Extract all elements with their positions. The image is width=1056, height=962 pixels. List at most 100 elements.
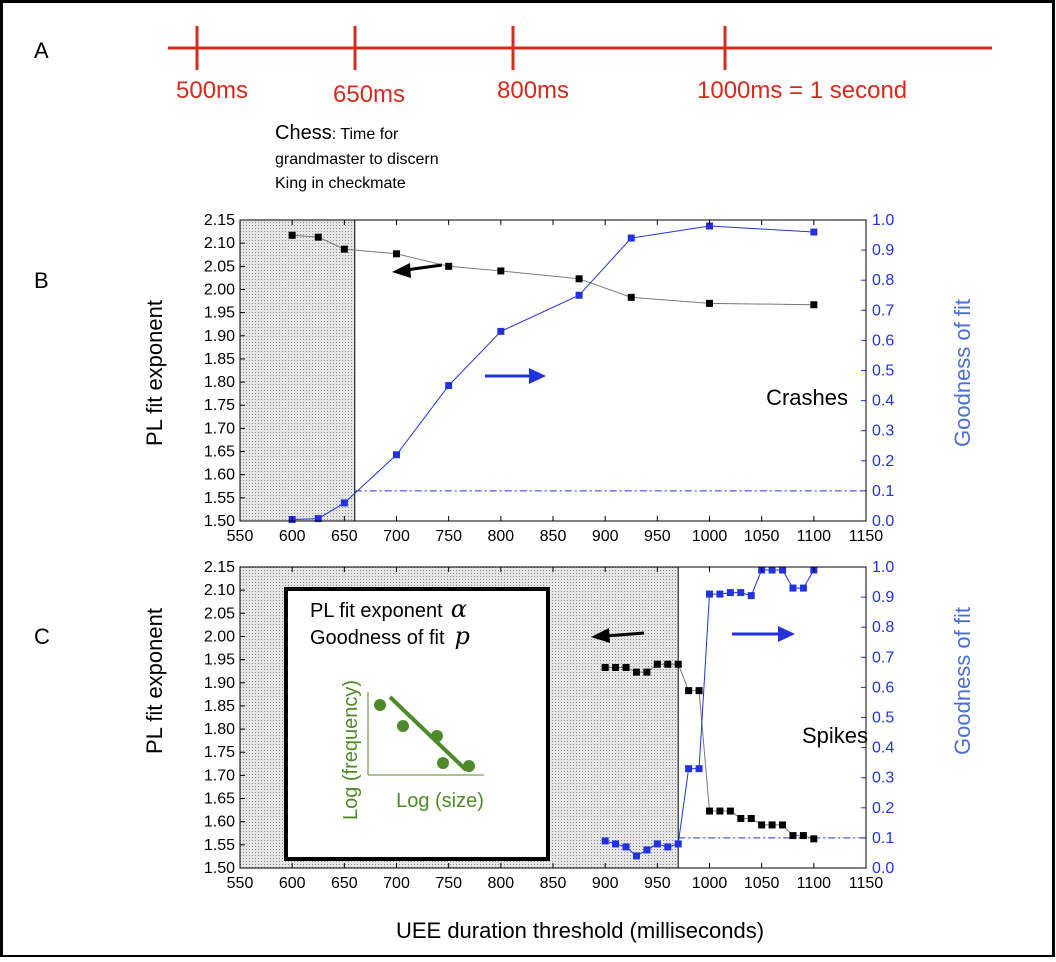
panel-c-y2-tick-label: 0.7 (872, 649, 894, 666)
inset-point (431, 730, 443, 742)
panel-b-y2-tick-label: 0.1 (872, 483, 894, 500)
panel-c-left-point (768, 821, 776, 829)
panel-c-x-tick-label: 1150 (849, 875, 884, 892)
panel-b-left-arrow (392, 263, 443, 278)
panel-c-y-tick-label: 2.10 (204, 582, 235, 599)
panel-c-right-point (737, 589, 745, 597)
panel-c-right-point (664, 843, 672, 851)
panel-c-left-point (747, 814, 755, 822)
panel-c-y2-tick-label: 0.8 (872, 619, 894, 636)
panel-c-left-point (653, 660, 661, 668)
panel-b-y-tick-label: 1.75 (204, 397, 235, 414)
panel-c-right-arrow-head (778, 626, 795, 642)
panel-c-y2-tick-label: 0.0 (872, 860, 894, 877)
inset-line1-text: PL fit exponent (310, 600, 443, 622)
panel-b-left-point (393, 250, 400, 258)
timeline-label-650: 650ms (333, 81, 405, 108)
panel-c-x-tick-label: 550 (227, 875, 254, 892)
panel-c-y-tick-label: 1.60 (204, 814, 235, 831)
panel-b-y2-tick-label: 0.4 (872, 393, 894, 410)
panel-b-y-tick-label: 1.60 (204, 467, 235, 484)
panel-b-x-tick-label: 1000 (692, 528, 728, 545)
panel-c-y-tick-label: 1.55 (204, 837, 235, 854)
panel-c-left-point (706, 807, 713, 815)
panel-b-y2-tick-label: 0.2 (872, 453, 894, 470)
panel-c-right-point (726, 589, 734, 597)
panel-c-left-point (601, 663, 609, 671)
panel-c-right-point (632, 852, 640, 860)
chess-note-lead: Chess (275, 122, 332, 144)
panel-c-x-tick-label: 900 (592, 875, 619, 892)
panel-b-x-tick-label: 1150 (849, 528, 884, 545)
chess-note-rest: : Time for (332, 126, 399, 143)
inset-point (397, 720, 409, 732)
panel-label-a: A (34, 38, 49, 63)
panel-c-right-point (653, 840, 661, 848)
panel-b-right-point (810, 228, 818, 236)
panel-c-left-point (622, 663, 630, 671)
panel-c-plot-frame (239, 566, 867, 869)
panel-c-y2-tick-label: 0.9 (872, 589, 894, 606)
panel-b-y-tick-label: 1.50 (204, 513, 235, 530)
panel-b-right-point (393, 451, 400, 459)
panel-b-x-tick-label: 750 (435, 528, 462, 545)
panel-b-y-tick-label: 2.15 (204, 212, 235, 229)
panel-c-right-point (747, 592, 755, 600)
panel-b-x-tick-label: 800 (487, 528, 514, 545)
panel-b-right-arrow (485, 368, 546, 384)
panel-b-x-tick-label: 700 (383, 528, 410, 545)
panel-b-x-tick-label: 650 (331, 528, 358, 545)
inset-point (463, 760, 475, 772)
panel-b-left-point (340, 245, 348, 253)
panel-b-x-tick-label: 950 (644, 528, 671, 545)
panel-c-left-point (716, 807, 724, 815)
inset-ylabel: Log (frequency) (340, 680, 362, 820)
panel-b-left-point (575, 275, 583, 283)
panel-c-x-tick-label: 650 (331, 875, 358, 892)
panel-b-x-tick-label: 850 (540, 528, 567, 545)
timeline: 500ms 650ms 800ms 1000ms = 1 second Ches… (168, 26, 992, 192)
panel-c-right-point (685, 765, 693, 773)
panel-c-right-point (695, 765, 703, 773)
panel-c-right-point (706, 590, 713, 598)
panel-b-y-tick-label: 1.55 (204, 490, 235, 507)
panel-c-x-tick-label: 750 (435, 875, 462, 892)
panel-c-y2-tick-label: 1.0 (872, 559, 894, 576)
panel-b-right-series-line (292, 225, 814, 520)
panel-label-b: B (34, 268, 49, 293)
panel-c-right-point (716, 590, 724, 598)
panel-b-x-tick-label: 1100 (797, 528, 832, 545)
panel-c-y-tick-label: 1.70 (204, 767, 235, 784)
panel-c-y2label: Goodness of fit (950, 607, 975, 755)
panel-c-left-point (674, 660, 682, 668)
panel-c-right-point (789, 584, 797, 592)
panel-b-y2-tick-label: 0.7 (872, 302, 894, 319)
inset-line1: PL fit exponent α (310, 595, 467, 623)
panel-c-left-point (685, 687, 693, 695)
inset-p-symbol: p (455, 622, 470, 650)
panel-b-y-tick-label: 1.90 (204, 328, 235, 345)
panel-b-left-point (706, 299, 713, 307)
panel-c-y-tick-label: 2.15 (204, 559, 235, 576)
panel-b-y-tick-label: 1.95 (204, 305, 235, 322)
panel-c-left-point (726, 807, 734, 815)
chess-note-line3: King in checkmate (275, 175, 406, 192)
panel-b-series (288, 222, 818, 523)
panel-b-x-tick-label: 550 (227, 528, 254, 545)
panel-b-left-point (810, 301, 818, 309)
panel-c-y-tick-label: 1.80 (204, 721, 235, 738)
inset-line2: Goodness of fit p (310, 622, 470, 650)
panel-b-y-tick-label: 1.85 (204, 351, 235, 368)
panel-c-x-tick-label: 800 (487, 875, 514, 892)
panel-c-left-point (779, 821, 787, 829)
panel-label-c: C (34, 624, 50, 649)
panel-b-annotation: Crashes (766, 385, 848, 410)
panel-b-y-tick-label: 1.70 (204, 420, 235, 437)
panel-b-left-arrow-shaft (405, 263, 443, 272)
inset-point (374, 699, 386, 711)
panel-c-left-point (664, 660, 672, 668)
timeline-label-500: 500ms (176, 77, 248, 104)
panel-b-y2-tick-label: 0.3 (872, 423, 894, 440)
